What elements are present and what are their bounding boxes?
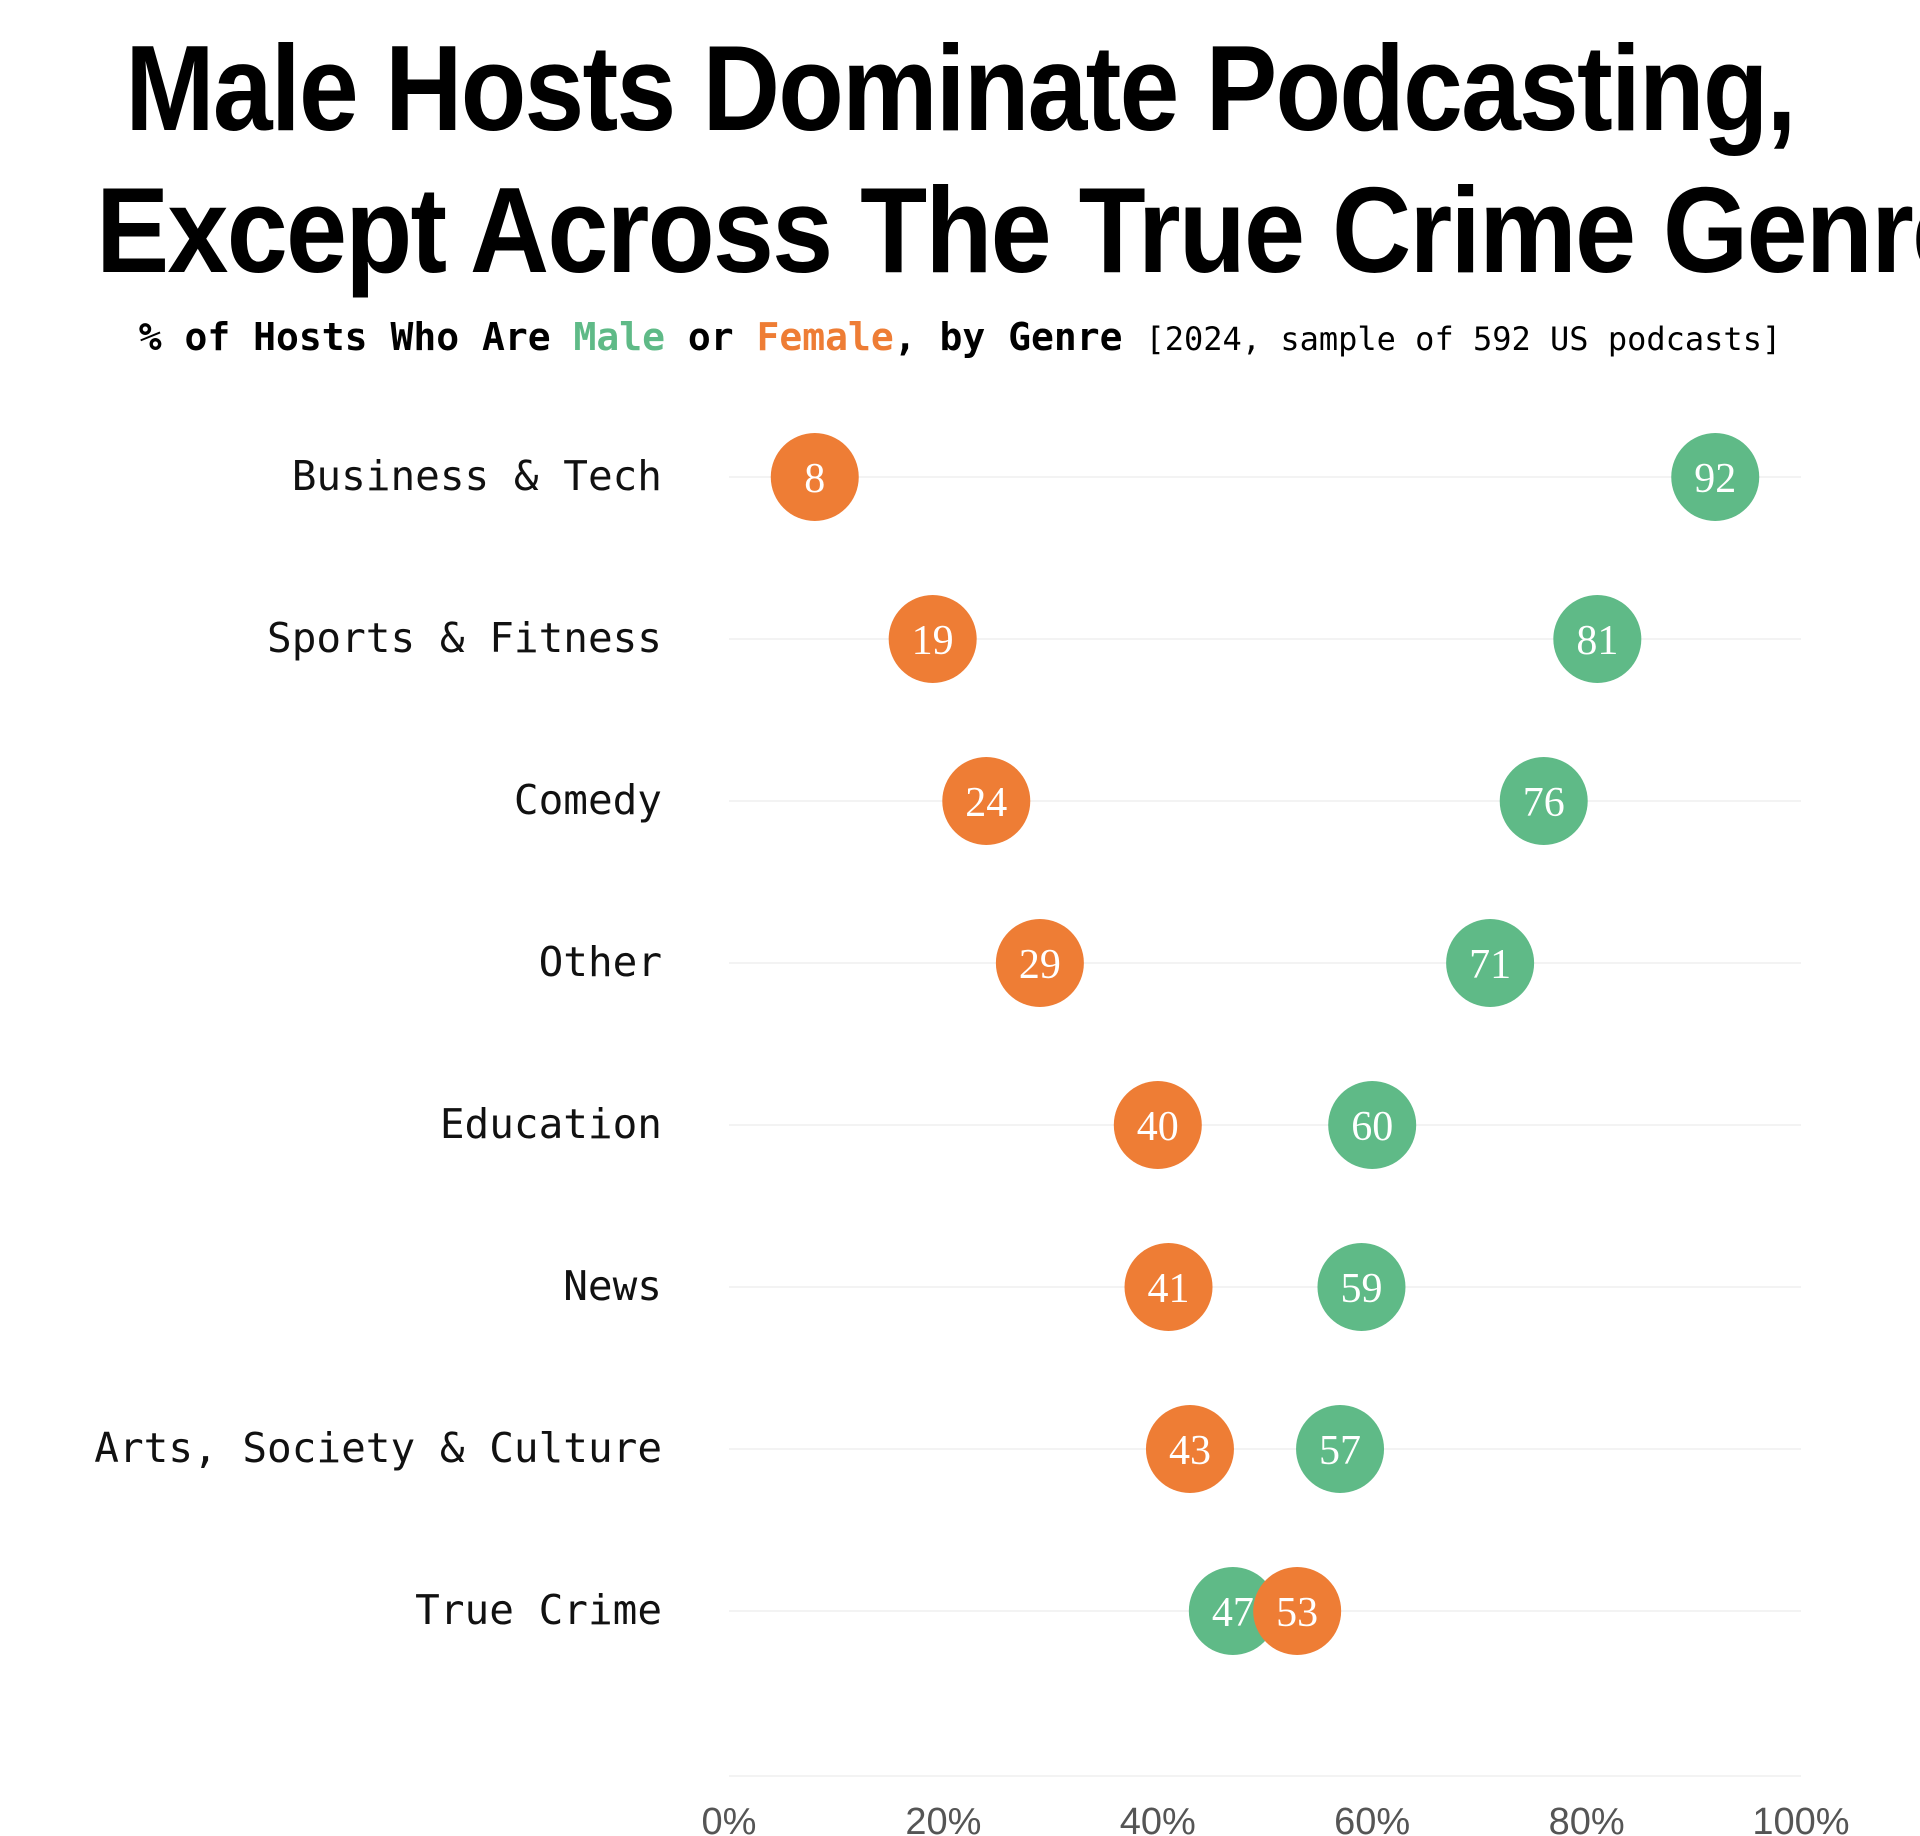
male-value-label: 92	[1694, 456, 1736, 502]
female-value-label: 43	[1169, 1428, 1211, 1474]
subtitle-connector: or	[664, 315, 757, 359]
female-dot	[995, 919, 1084, 1007]
male-dot	[1328, 1081, 1417, 1169]
x-tick-label: 40%	[1120, 1801, 1196, 1836]
male-value-label: 71	[1469, 942, 1511, 988]
female-value-label: 29	[1019, 942, 1061, 988]
female-dot	[1253, 1567, 1342, 1655]
male-dot	[1499, 757, 1588, 845]
category-label: News	[563, 1262, 662, 1310]
x-tick-label: 20%	[905, 1801, 981, 1836]
chart-title-line-2: Except Across The True Crime Genre	[96, 162, 1920, 298]
subtitle-note: [2024, sample of 592 US podcasts]	[1145, 320, 1782, 358]
female-value-label: 40	[1137, 1104, 1179, 1150]
male-dot	[1188, 1567, 1277, 1655]
category-label: True Crime	[415, 1586, 662, 1634]
male-dot	[1553, 595, 1642, 683]
male-dot	[1671, 433, 1760, 521]
category-label: Sports & Fitness	[267, 614, 662, 662]
female-value-label: 24	[965, 780, 1007, 826]
x-tick-label: 0%	[702, 1801, 757, 1836]
subtitle-female-word: Female	[756, 315, 894, 359]
female-dot	[1124, 1243, 1213, 1331]
female-dot	[1113, 1081, 1202, 1169]
chart-subtitle: % of Hosts Who Are Male or Female, by Ge…	[0, 312, 1920, 364]
subtitle-male-word: Male	[573, 315, 665, 359]
x-tick-label: 80%	[1549, 1801, 1625, 1836]
female-value-label: 41	[1148, 1266, 1190, 1312]
female-dot	[942, 757, 1031, 845]
category-label: Business & Tech	[292, 452, 662, 500]
male-dot	[1296, 1405, 1385, 1493]
male-value-label: 60	[1351, 1104, 1393, 1150]
x-tick-label: 100%	[1752, 1801, 1849, 1836]
x-tick-label: 60%	[1334, 1801, 1410, 1836]
male-value-label: 47	[1212, 1590, 1254, 1636]
category-label: Comedy	[514, 776, 662, 824]
male-value-label: 76	[1523, 780, 1565, 826]
male-value-label: 59	[1340, 1266, 1382, 1312]
chart-title-line-1: Male Hosts Dominate Podcasting,	[125, 20, 1796, 156]
subtitle-suffix: , by Genre	[893, 315, 1146, 359]
female-value-label: 53	[1276, 1590, 1318, 1636]
female-value-label: 19	[912, 618, 954, 664]
category-label: Arts, Society & Culture	[94, 1424, 662, 1472]
subtitle-prefix: % of Hosts Who Are	[138, 315, 574, 359]
male-value-label: 81	[1576, 618, 1618, 664]
category-label: Education	[440, 1100, 662, 1148]
female-dot	[888, 595, 977, 683]
female-dot	[770, 433, 859, 521]
male-dot	[1446, 919, 1535, 1007]
category-label: Other	[539, 938, 662, 986]
female-value-label: 8	[804, 456, 825, 502]
male-dot	[1317, 1243, 1406, 1331]
female-dot	[1145, 1405, 1234, 1493]
male-value-label: 57	[1319, 1428, 1361, 1474]
